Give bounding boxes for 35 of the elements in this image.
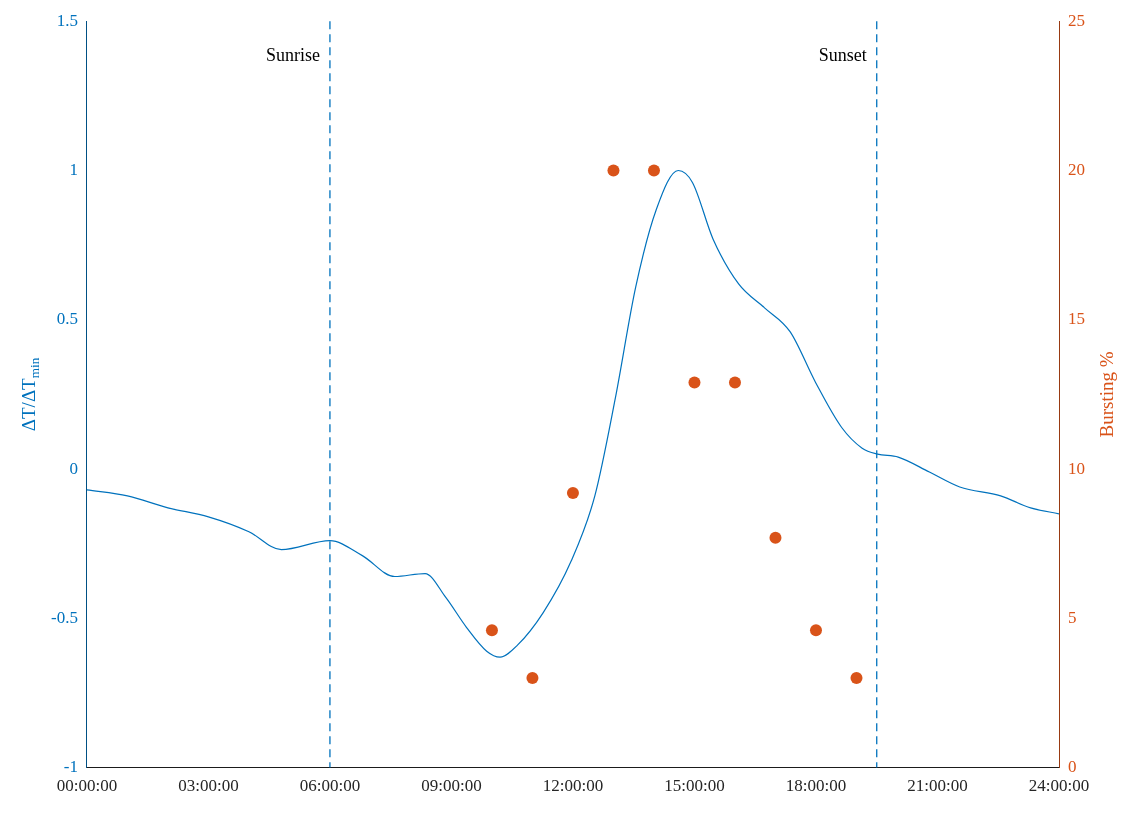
point (647, 164, 660, 177)
point (607, 164, 620, 177)
y-tick-label: 0 (69, 458, 78, 478)
point (485, 624, 498, 637)
y-tick-label: 1.5 (56, 10, 78, 30)
point (850, 672, 863, 685)
x-tick-label: 21:00:00 (907, 776, 968, 796)
y-tick-label: -0.5 (50, 607, 78, 627)
y-tick-label: 0.5 (56, 309, 78, 329)
x-tick-label: 15:00:00 (664, 776, 725, 796)
ref-line-label: Sunrise (265, 44, 320, 65)
y2-tick-label: 15 (1068, 309, 1085, 329)
x-tick-label: 09:00:00 (421, 776, 482, 796)
point (566, 486, 579, 499)
x-tick-label: 06:00:00 (299, 776, 361, 796)
x-tick-label: 12:00:00 (542, 776, 604, 796)
x-tick-label: 03:00:00 (178, 776, 239, 796)
point (526, 672, 539, 685)
y2-tick-label: 25 (1068, 10, 1085, 30)
y2-tick-label: 0 (1068, 757, 1077, 777)
x-tick-label: 24:00:00 (1028, 776, 1090, 796)
point (769, 531, 782, 544)
y2-tick-label: 5 (1068, 607, 1077, 627)
y2-tick-label: 10 (1068, 458, 1085, 478)
x-tick-label: 18:00:00 (785, 776, 847, 796)
ref-line-label: Sunset (818, 44, 867, 65)
y2-axis-title: Bursting % (1095, 351, 1117, 438)
x-tick-label: 00:00:00 (56, 776, 118, 796)
y2-tick-label: 20 (1068, 159, 1085, 179)
point (809, 624, 822, 637)
y-tick-label: 1 (69, 159, 78, 179)
point (728, 376, 741, 389)
y-tick-label: -1 (63, 757, 78, 777)
y-axis-title: ΔT/ΔTmin (17, 357, 43, 432)
point (688, 376, 701, 389)
